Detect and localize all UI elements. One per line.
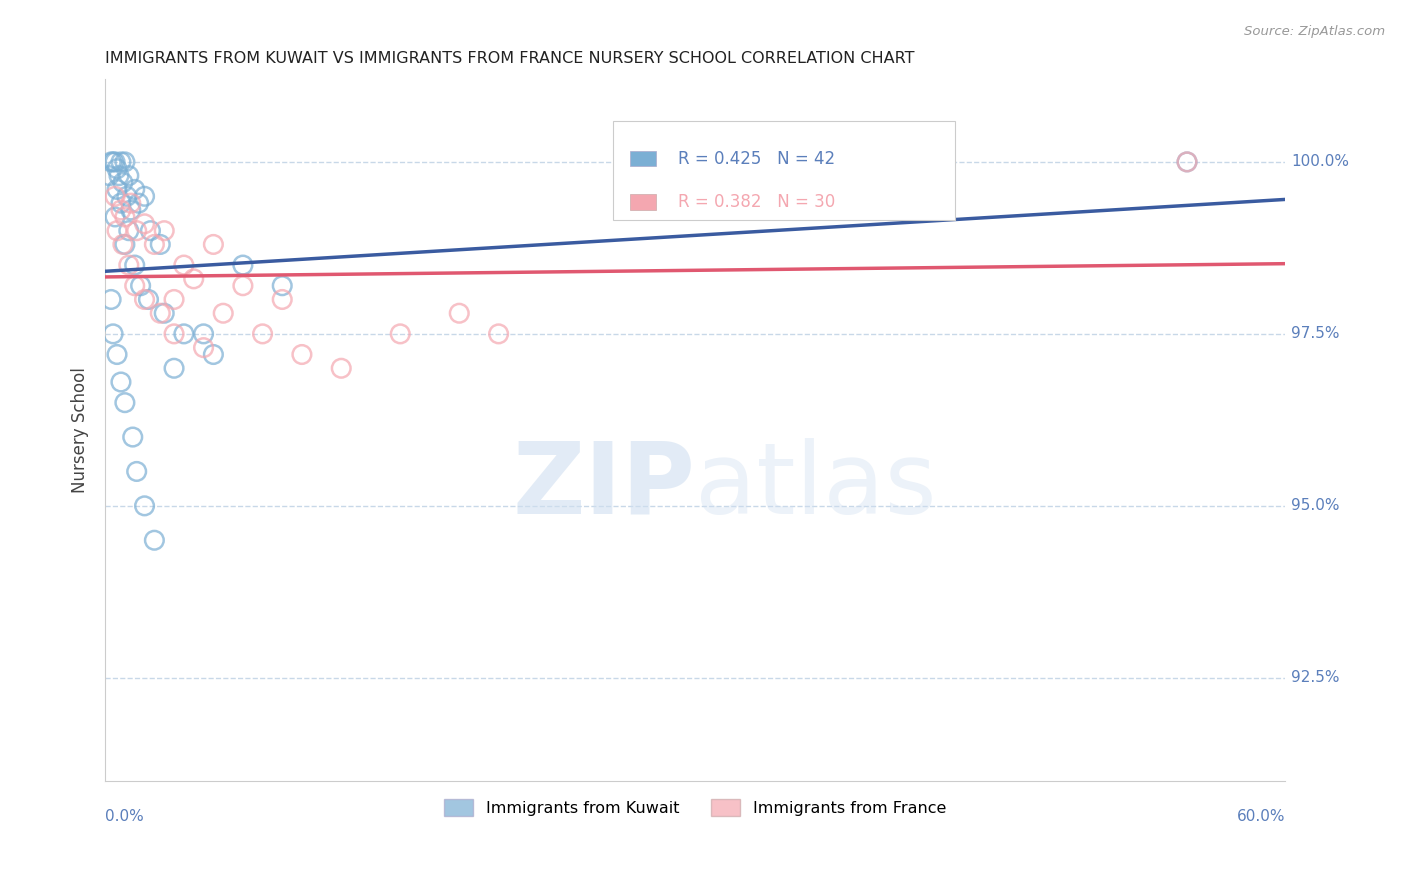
Point xyxy=(173,258,195,272)
Point xyxy=(1175,154,1198,169)
Point xyxy=(104,189,127,203)
Point xyxy=(124,258,146,272)
Point xyxy=(271,278,294,293)
Point xyxy=(389,326,412,341)
Point xyxy=(330,361,353,376)
Point xyxy=(114,395,136,409)
Point xyxy=(163,293,186,307)
Point xyxy=(183,272,205,286)
Point xyxy=(149,306,172,320)
Text: IMMIGRANTS FROM KUWAIT VS IMMIGRANTS FROM FRANCE NURSERY SCHOOL CORRELATION CHAR: IMMIGRANTS FROM KUWAIT VS IMMIGRANTS FRO… xyxy=(105,51,915,66)
Point xyxy=(118,224,141,238)
Point xyxy=(105,347,128,361)
Point xyxy=(1175,154,1198,169)
Point xyxy=(488,326,510,341)
Text: 95.0%: 95.0% xyxy=(1291,499,1340,513)
Point xyxy=(143,237,166,252)
Text: R = 0.382   N = 30: R = 0.382 N = 30 xyxy=(678,193,835,211)
Point xyxy=(105,182,128,196)
Point xyxy=(134,217,156,231)
Point xyxy=(232,258,254,272)
Point xyxy=(134,499,156,513)
Point xyxy=(104,154,127,169)
Point xyxy=(120,196,142,211)
Point xyxy=(212,306,235,320)
FancyBboxPatch shape xyxy=(630,151,657,167)
Point xyxy=(114,237,136,252)
Point xyxy=(153,306,176,320)
Point xyxy=(121,430,143,444)
Point xyxy=(114,210,136,224)
Y-axis label: Nursery School: Nursery School xyxy=(72,368,89,493)
Text: 100.0%: 100.0% xyxy=(1291,154,1350,169)
Point xyxy=(202,237,225,252)
Point xyxy=(101,154,124,169)
Text: 60.0%: 60.0% xyxy=(1237,809,1285,824)
Point xyxy=(163,361,186,376)
Point xyxy=(110,196,132,211)
Point xyxy=(110,375,132,389)
Point xyxy=(101,326,124,341)
Point xyxy=(252,326,274,341)
Point xyxy=(125,465,148,479)
Point xyxy=(124,278,146,293)
Text: ZIP: ZIP xyxy=(512,438,696,535)
FancyBboxPatch shape xyxy=(630,194,657,210)
Text: R = 0.425   N = 42: R = 0.425 N = 42 xyxy=(678,150,835,168)
Point xyxy=(163,326,186,341)
Point xyxy=(110,202,132,217)
Point xyxy=(104,210,127,224)
Legend: Immigrants from Kuwait, Immigrants from France: Immigrants from Kuwait, Immigrants from … xyxy=(437,793,953,822)
Point xyxy=(118,258,141,272)
Text: Source: ZipAtlas.com: Source: ZipAtlas.com xyxy=(1244,25,1385,38)
Point xyxy=(111,237,134,252)
Point xyxy=(124,182,146,196)
Point xyxy=(118,169,141,183)
Point xyxy=(98,169,121,183)
Point xyxy=(128,196,150,211)
Point xyxy=(134,189,156,203)
Point xyxy=(134,293,156,307)
FancyBboxPatch shape xyxy=(613,121,955,219)
Point xyxy=(232,278,254,293)
Point xyxy=(105,224,128,238)
Text: 92.5%: 92.5% xyxy=(1291,670,1340,685)
Point xyxy=(100,154,122,169)
Point xyxy=(105,161,128,176)
Point xyxy=(110,154,132,169)
Point xyxy=(111,176,134,190)
Point xyxy=(143,533,166,548)
Point xyxy=(129,278,152,293)
Point xyxy=(449,306,471,320)
Point xyxy=(100,293,122,307)
Point xyxy=(139,224,162,238)
Text: atlas: atlas xyxy=(696,438,936,535)
Point xyxy=(202,347,225,361)
Point xyxy=(125,224,148,238)
Text: 97.5%: 97.5% xyxy=(1291,326,1340,342)
Point xyxy=(193,341,215,355)
Point xyxy=(115,189,138,203)
Point xyxy=(153,224,176,238)
Point xyxy=(120,202,142,217)
Point xyxy=(193,326,215,341)
Point xyxy=(173,326,195,341)
Point xyxy=(114,154,136,169)
Point xyxy=(149,237,172,252)
Point xyxy=(271,293,294,307)
Text: 0.0%: 0.0% xyxy=(105,809,143,824)
Point xyxy=(108,169,131,183)
Point xyxy=(291,347,314,361)
Point xyxy=(138,293,160,307)
